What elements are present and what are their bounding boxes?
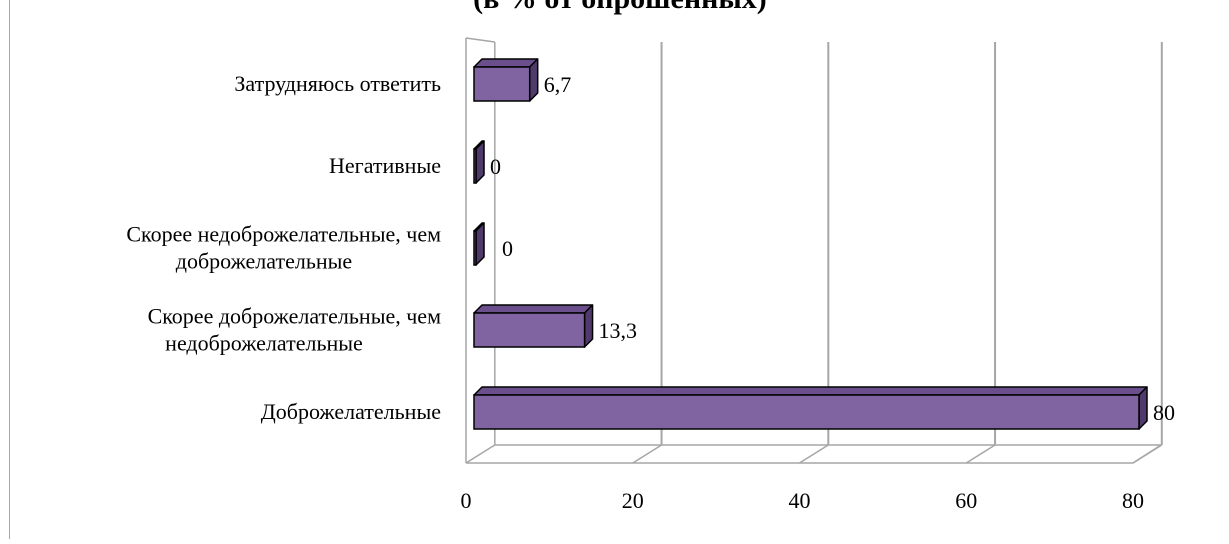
bar-front-face (473, 394, 1140, 430)
category-label: Затрудняюсь ответить (234, 71, 441, 96)
data-label: 0 (502, 236, 513, 261)
bar-top-face (473, 58, 539, 68)
bar-side-face (475, 222, 485, 266)
floor-gridline (465, 444, 496, 464)
bar (473, 222, 485, 266)
category-label: недоброжелательные (165, 331, 363, 356)
category-label: доброжелательные (176, 249, 352, 274)
data-label: 0 (490, 154, 501, 179)
x-tick-label: 20 (622, 488, 644, 513)
bar-side-face (528, 58, 539, 102)
labels-layer: 0 20 40 60 80 6,7 Затрудняюсь ответить 0 Негатив… (126, 71, 1175, 513)
x-tick-label: 80 (1122, 488, 1144, 513)
x-tick-label: 60 (955, 488, 977, 513)
category-label: Скорее доброжелательные, чем (148, 304, 442, 329)
category-label: Доброжелательные (261, 399, 441, 424)
bar-top-face (473, 386, 1148, 396)
data-label: 13,3 (599, 318, 638, 343)
bar (473, 386, 1148, 430)
chart-frame-left (9, 0, 10, 544)
side-wall-top-edge (465, 37, 495, 43)
bar-side-face (583, 304, 594, 348)
bars-layer (473, 58, 1148, 430)
grid-layer (465, 37, 1163, 464)
chart-title: (в % от опрошенных) (473, 0, 767, 15)
bar-front-face (473, 312, 586, 348)
data-label: 80 (1153, 400, 1175, 425)
x-tick-label: 40 (789, 488, 811, 513)
bar-top-face (473, 304, 594, 314)
bar (473, 140, 485, 184)
bar-side-face (475, 140, 485, 184)
data-label: 6,7 (544, 72, 572, 97)
bar-side-face (1138, 386, 1148, 430)
floor-gridline (632, 444, 662, 464)
bar-front-face (473, 66, 531, 102)
x-tick-label: 0 (461, 488, 472, 513)
bar (473, 58, 539, 102)
bar-front-face (473, 148, 477, 184)
bar (473, 304, 594, 348)
category-label: Скорее недоброжелательные, чем (126, 222, 441, 247)
category-label: Негативные (329, 153, 441, 178)
floor-gridline (965, 444, 996, 464)
floor-gridline (799, 444, 829, 464)
floor-right-edge (1132, 444, 1162, 464)
bar-front-face (473, 230, 477, 266)
